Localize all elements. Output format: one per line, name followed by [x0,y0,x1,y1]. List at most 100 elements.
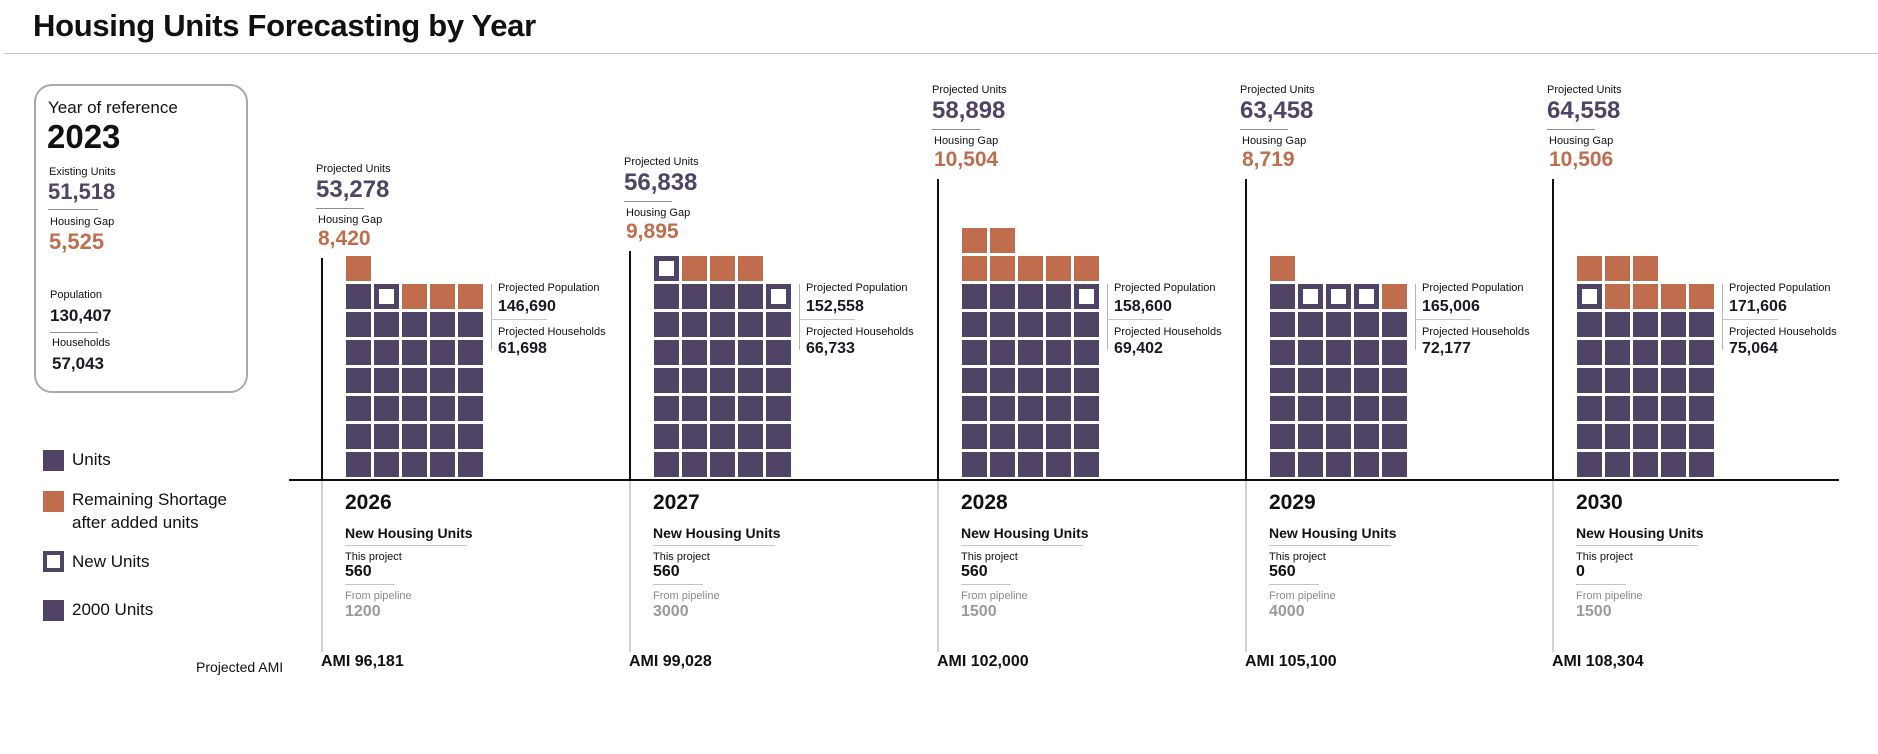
shortage-block [1018,256,1043,281]
new-unit-block [1326,284,1351,309]
timeline-marker-lower [321,481,323,652]
housing-gap-value: 8,719 [1242,148,1295,171]
this-project-value: 560 [653,563,680,580]
unit-block [1382,368,1407,393]
unit-block [682,340,707,365]
unit-block [654,424,679,449]
unit-block [1270,452,1295,477]
existing-units-label: Existing Units [49,166,116,178]
unit-block [458,396,483,421]
projected-units-value: 53,278 [316,176,390,203]
unit-block [1018,424,1043,449]
unit-block [654,312,679,337]
new-unit-block [1074,284,1099,309]
unit-block [682,284,707,309]
new-housing-units-label: New Housing Units [345,525,473,541]
unit-block [1270,340,1295,365]
from-pipeline-value: 1200 [345,603,381,620]
shortage-block [346,256,371,281]
shortage-block [1577,256,1602,281]
divider [345,545,467,546]
unit-block [1046,284,1071,309]
unit-block [1633,368,1658,393]
projected-population-value: 146,690 [498,298,556,315]
new-housing-units-label: New Housing Units [961,525,1089,541]
unit-block [1689,340,1714,365]
unit-block [738,368,763,393]
this-project-value: 560 [345,563,372,580]
divider [1240,129,1288,130]
unit-block [990,424,1015,449]
divider [345,584,395,585]
unit-block [1354,340,1379,365]
unit-block [374,312,399,337]
projected-units-value: 64,558 [1547,97,1621,124]
unit-block [1354,424,1379,449]
timeline-marker-lower [629,481,631,652]
unit-block [710,284,735,309]
unit-block [1633,396,1658,421]
legend-new-units-swatch [43,551,64,572]
unit-block [1661,312,1686,337]
new-unit-block [1577,284,1602,309]
unit-block [402,340,427,365]
shortage-block [682,256,707,281]
from-pipeline-value: 1500 [1576,603,1612,620]
timeline-marker [629,251,631,479]
ami-value: AMI 108,304 [1552,653,1644,670]
shortage-block [990,256,1015,281]
unit-block [1298,452,1323,477]
unit-block [1354,396,1379,421]
unit-block [1326,452,1351,477]
unit-block [1298,424,1323,449]
unit-block [1270,312,1295,337]
legend-scale-label: 2000 Units [72,600,154,619]
unit-block [1326,312,1351,337]
unit-block [1074,312,1099,337]
unit-block [1689,368,1714,393]
unit-block [1046,312,1071,337]
projected-population-label: Projected Population [1729,282,1831,294]
unit-block [1046,424,1071,449]
this-project-label: This project [1576,551,1633,563]
unit-block [1074,340,1099,365]
projected-units-value: 58,898 [932,97,1006,124]
unit-block [710,452,735,477]
unit-block [1298,368,1323,393]
projected-population-value: 158,600 [1114,298,1172,315]
unit-block [458,340,483,365]
unit-block [710,340,735,365]
projected-population-label: Projected Population [1422,282,1524,294]
projected-units-label: Projected Units [1240,84,1315,96]
unit-block [962,424,987,449]
unit-block [346,424,371,449]
shortage-block [990,228,1015,253]
legend-units-swatch [43,450,64,471]
timeline-marker [937,179,939,479]
households-value: 57,043 [52,354,104,373]
unit-block [1633,340,1658,365]
unit-block [1074,452,1099,477]
unit-block [766,396,791,421]
unit-block [766,424,791,449]
unit-block [1633,312,1658,337]
shortage-block [402,284,427,309]
unit-block [1689,396,1714,421]
projected-households-label: Projected Households [1114,326,1222,338]
timeline-marker-lower [937,481,939,652]
unit-block [710,368,735,393]
shortage-block [1605,256,1630,281]
new-housing-units-label: New Housing Units [653,525,781,541]
unit-block [458,368,483,393]
shortage-block [962,256,987,281]
unit-block [430,424,455,449]
unit-block [374,368,399,393]
unit-block [1270,368,1295,393]
unit-block [710,424,735,449]
unit-block [430,312,455,337]
year-label: 2028 [961,491,1008,514]
housing-gap-label: Housing Gap [1549,135,1614,147]
from-pipeline-value: 1500 [961,603,997,620]
unit-block [346,396,371,421]
unit-block [738,284,763,309]
